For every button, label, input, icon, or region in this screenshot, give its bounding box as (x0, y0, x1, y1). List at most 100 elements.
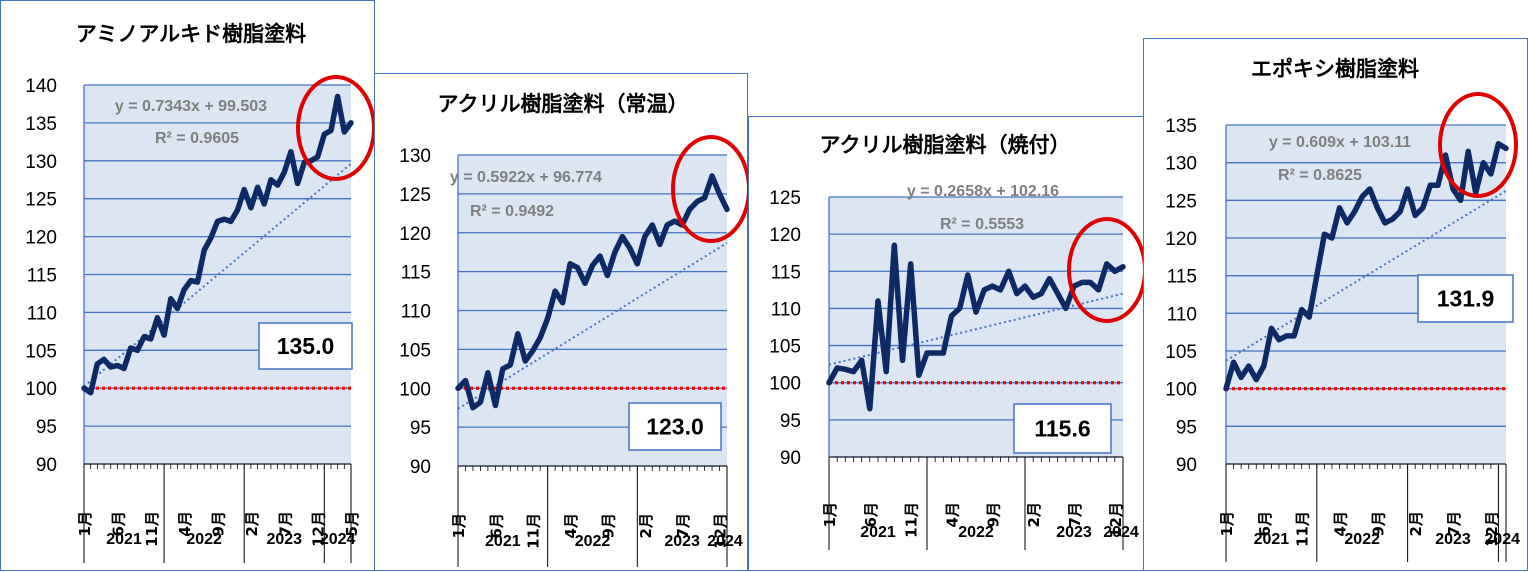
series-line (1223, 141, 1509, 392)
x-month-label: 2月 (637, 513, 655, 538)
trend-r-squared: R² = 0.9605 (155, 130, 239, 147)
y-tick-label: 140 (25, 76, 57, 97)
y-tick-label: 105 (769, 337, 801, 358)
x-month-label: 1月 (450, 513, 468, 538)
x-year-label: 2022 (575, 533, 611, 550)
x-month-label: 11月 (903, 502, 921, 538)
current-value-label: 131.9 (1437, 286, 1495, 312)
trendline (828, 292, 1124, 366)
x-month-label: 4月 (176, 511, 194, 536)
x-year-label: 2024 (707, 533, 743, 550)
x-month-label: 4月 (562, 513, 580, 538)
current-value-label: 135.0 (277, 333, 335, 359)
y-tick-label: 100 (25, 379, 57, 400)
x-year-label: 2021 (106, 531, 142, 548)
x-month-label: 9月 (210, 511, 228, 536)
y-tick-label: 90 (410, 457, 431, 478)
y-tick-label: 120 (769, 225, 801, 246)
y-tick-label: 120 (1165, 229, 1197, 250)
trend-r-squared: R² = 0.8625 (1278, 167, 1362, 184)
x-month-label: 6月 (862, 502, 880, 527)
y-tick-label: 125 (1165, 191, 1197, 212)
y-tick-label: 105 (399, 340, 431, 361)
x-month-label: 4月 (1332, 511, 1350, 536)
current-value-box (1417, 274, 1514, 323)
x-year-label: 2022 (1344, 531, 1380, 548)
x-year-label: 2021 (1254, 531, 1290, 548)
chart-title: エポキシ樹脂塗料 (1251, 57, 1419, 81)
chart-svg: 90 95 100 105 110 115 120 125 130 y = 0.5922x + 9… (399, 92, 751, 567)
x-month-label: 2月 (1407, 511, 1425, 536)
y-tick-label: 115 (27, 266, 57, 287)
y-tick-label: 135 (25, 114, 57, 135)
y-tick-label: 90 (780, 448, 801, 469)
x-year-label: 2023 (266, 531, 302, 548)
y-tick-label: 125 (25, 190, 57, 211)
highlight-ellipse (1438, 92, 1518, 198)
y-tick-label: 95 (780, 411, 801, 432)
x-year-label: 2024 (320, 531, 356, 548)
trend-equation: y = 0.2658x + 102.16 (907, 183, 1059, 200)
x-month-label: 12月 (712, 513, 730, 549)
chart-title: アクリル樹脂塗料（常温） (438, 92, 689, 116)
x-year-label: 2023 (1056, 524, 1092, 541)
chart-panel-epoxy: 90 95 100 105 110 115 120 125 130 135 y = 0.609x +… (1143, 38, 1528, 571)
x-month-label: 7月 (276, 511, 294, 536)
chart-title: アミノアルキド樹脂塗料 (76, 22, 306, 46)
y-tick-label: 110 (401, 302, 431, 323)
current-value-box (628, 402, 722, 451)
x-month-label: 6月 (487, 513, 505, 538)
chart-svg: 90 95 100 105 110 115 120 125 130 135 y = 0.609x +… (1165, 57, 1520, 562)
x-month-label: 2月 (1025, 502, 1043, 527)
trend-equation: y = 0.5922x + 96.774 (450, 169, 602, 186)
current-value-box (258, 322, 353, 370)
y-tick-label: 95 (1176, 417, 1197, 438)
x-month-label: 7月 (1066, 502, 1084, 527)
x-year-label: 2021 (860, 524, 896, 541)
y-tick-label: 90 (36, 455, 57, 476)
x-month-label: 4月 (944, 502, 962, 527)
x-month-label: 11月 (143, 511, 161, 547)
y-tick-label: 95 (410, 418, 431, 439)
trend-r-squared: R² = 0.9492 (470, 203, 554, 220)
y-tick-label: 110 (1167, 304, 1197, 325)
x-month-label: 9月 (984, 502, 1002, 527)
x-month-label: 1月 (1218, 511, 1236, 536)
chart-panel-acrylic-baking: 90 95 100 105 110 115 120 125 y = 0.2658x + 102.… (748, 116, 1147, 571)
y-tick-label: 130 (25, 152, 57, 173)
trend-equation: y = 0.7343x + 99.503 (115, 98, 267, 115)
x-month-label: 12月 (1107, 502, 1125, 538)
x-month-label: 7月 (674, 513, 692, 538)
x-year-label: 2022 (186, 531, 222, 548)
x-year-label: 2023 (1435, 531, 1471, 548)
x-year-label: 2023 (664, 533, 700, 550)
chart-svg: 90 95 100 105 110 115 120 125 130 135 140 y = 0.734… (25, 22, 376, 563)
x-month-label: 12月 (310, 511, 328, 547)
x-month-label: 6月 (1256, 511, 1274, 536)
y-tick-label: 90 (1176, 455, 1197, 476)
y-tick-label: 125 (769, 188, 801, 209)
x-year-label: 2021 (485, 533, 521, 550)
x-month-label: 1月 (76, 511, 94, 536)
y-tick-label: 115 (771, 262, 801, 283)
current-value-label: 123.0 (646, 414, 704, 440)
y-tick-label: 110 (27, 303, 57, 324)
chart-title: アクリル樹脂塗料（焼付） (820, 133, 1071, 157)
y-tick-label: 115 (401, 263, 431, 284)
x-year-label: 2024 (1484, 531, 1520, 548)
current-value-label: 115.6 (1034, 416, 1090, 442)
y-tick-label: 100 (399, 379, 431, 400)
chart-panel-acrylic-ambient: 90 95 100 105 110 115 120 125 130 y = 0.5922x + 9… (374, 73, 751, 571)
y-tick-label: 105 (1165, 342, 1197, 363)
y-tick-label: 130 (399, 146, 431, 167)
series-line (826, 242, 1126, 412)
y-tick-label: 100 (769, 374, 801, 395)
x-month-label: 9月 (1369, 511, 1387, 536)
x-month-label: 5月 (343, 511, 361, 536)
y-tick-label: 115 (1167, 267, 1197, 288)
y-tick-label: 100 (1165, 380, 1197, 401)
chart-svg: 90 95 100 105 110 115 120 125 y = 0.2658x + 102.… (769, 133, 1147, 550)
x-year-label: 2024 (1103, 524, 1139, 541)
x-year-label: 2022 (958, 524, 994, 541)
y-tick-label: 125 (399, 185, 431, 206)
